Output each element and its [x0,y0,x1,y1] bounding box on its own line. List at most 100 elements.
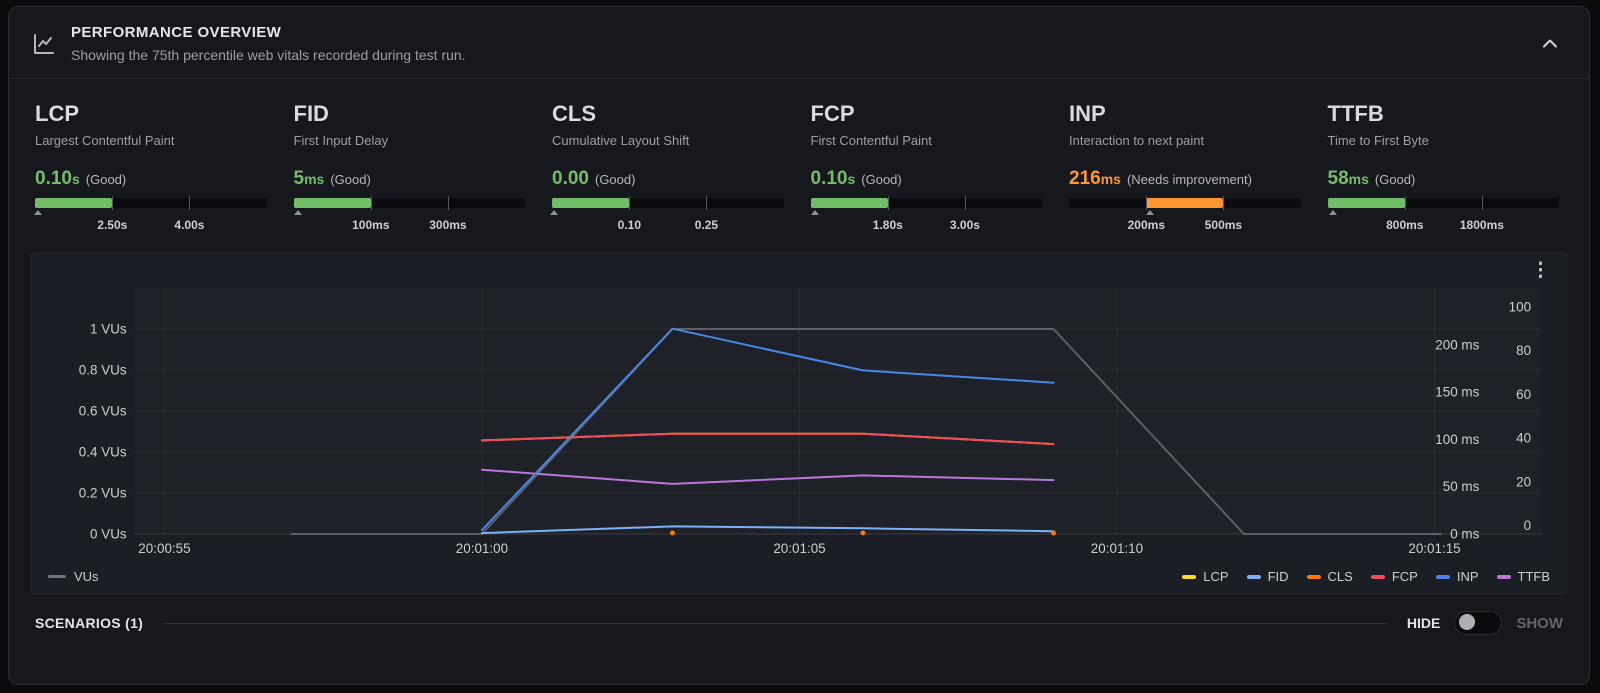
gauge-caret [811,210,820,215]
gauge-tick-1 [370,196,372,210]
vital-card: FCP First Contentful Paint 0.10 s (Good) … [810,101,1043,242]
vital-unit: ms [1348,171,1369,187]
kebab-menu-icon[interactable]: ⋮ [1531,260,1550,281]
legend-swatch [1182,574,1197,579]
gauge-tick-1 [112,196,114,210]
gauge-threshold-1: 100ms [352,218,390,232]
legend-label: FID [1267,569,1289,584]
gauge-caret [294,210,303,215]
vital-gauge: 200ms 500ms [1069,196,1301,242]
vital-card: FID First Input Delay 5 ms (Good) 100ms 3… [293,101,526,242]
gauge-track [810,196,1042,210]
gauge-tick-1 [1404,196,1406,210]
legend-item-fid[interactable]: FID [1246,569,1289,584]
vital-name: First Input Delay [293,133,389,148]
gauge-threshold-1: 800ms [1386,218,1424,232]
vital-gauge: 1.80s 3.00s [810,196,1042,242]
footer-divider [163,622,1387,624]
scenarios-label: SCENARIOS (1) [35,615,144,631]
gauge-fill [35,198,113,208]
legend-item-cls[interactable]: CLS [1306,569,1353,584]
vital-status: (Good) [861,172,902,187]
legend-item-fcp[interactable]: FCP [1370,569,1418,584]
svg-text:50 ms: 50 ms [1443,479,1480,494]
vital-gauge: 2.50s 4.00s [34,196,267,242]
panel-header: PERFORMANCE OVERVIEW Showing the 75th pe… [9,7,1589,79]
legend-item-vus[interactable]: VUs [48,569,99,584]
vitals-row: LCP Largest Contentful Paint 0.10 s (Good… [9,79,1589,248]
gauge-tick-2 [706,196,708,210]
gauge-fill [1327,198,1405,208]
gauge-caret [1146,210,1155,215]
vital-value: 5 ms (Good) [294,168,526,190]
gauge-track [552,196,784,210]
panel-title: PERFORMANCE OVERVIEW [71,24,282,41]
vital-code: LCP [35,101,79,126]
svg-text:20:01:15: 20:01:15 [1408,541,1460,556]
legend-swatch [1370,574,1385,579]
vital-number: 0.10 [810,168,848,189]
svg-text:0.8 VUs: 0.8 VUs [79,362,127,377]
gauge-threshold-1: 200ms [1127,218,1165,232]
svg-text:0: 0 [1524,518,1531,533]
vital-name: Time to First Byte [1327,133,1429,148]
legend-item-inp[interactable]: INP [1435,569,1479,584]
gauge-fill [552,198,630,208]
gauge-track [293,196,525,210]
legend-swatch [1306,574,1321,579]
chart-line-icon [29,29,59,59]
vital-number: 0.00 [552,168,589,189]
legend-swatch [1246,574,1261,579]
gauge-track [1327,196,1559,210]
svg-text:80: 80 [1516,343,1531,358]
toggle-knob [1459,614,1476,630]
gauge-fill [293,198,371,208]
vital-card: TTFB Time to First Byte 58 ms (Good) 800m… [1327,101,1559,242]
vus-swatch [48,575,66,578]
vital-gauge: 100ms 300ms [293,196,525,242]
vital-status: (Good) [1374,172,1416,187]
gauge-tick-1 [1146,196,1148,210]
gauge-threshold-2: 3.00s [949,218,980,232]
vital-number: 58 [1327,168,1349,189]
legend-label: CLS [1327,569,1353,584]
svg-text:20:01:10: 20:01:10 [1091,541,1143,556]
gauge-threshold-2: 500ms [1204,218,1243,232]
scenarios-bar: SCENARIOS (1) HIDE SHOW [9,594,1589,635]
svg-text:20:00:55: 20:00:55 [138,541,190,556]
gauge-tick-2 [1481,196,1483,210]
chart-panel: ⋮ 20:00:55 20:01:00 20:01:05 20:01:10 20:01:… [31,252,1567,594]
chart-legend: VUs LCP FID CLS FCP INP TTFB [48,569,1550,584]
gauge-threshold-1: 1.80s [872,218,903,232]
gauge-threshold-1: 2.50s [97,218,128,232]
svg-text:100 ms: 100 ms [1435,432,1479,447]
svg-text:20:01:00: 20:01:00 [456,541,508,556]
vital-value: 0.10 s (Good) [811,168,1043,190]
gauge-caret [1329,210,1338,215]
gauge-tick-2 [189,196,191,210]
svg-text:40: 40 [1516,431,1531,446]
legend-series: LCP FID CLS FCP INP TTFB [1182,569,1550,584]
legend-item-ttfb[interactable]: TTFB [1496,569,1550,584]
vital-code: FID [293,101,329,126]
vital-status: (Needs improvement) [1126,172,1252,187]
legend-item-lcp[interactable]: LCP [1182,569,1229,584]
legend-label: FCP [1391,569,1418,584]
vital-status: (Good) [594,172,636,187]
gauge-tick-1 [887,196,889,210]
legend-label-vus: VUs [74,569,99,584]
vital-value: 216 ms (Needs improvement) [1069,168,1301,190]
chart-svg[interactable]: 20:00:55 20:01:00 20:01:05 20:01:10 20:01:15… [32,255,1566,560]
vital-code: FCP [810,101,855,126]
vital-name: First Contentful Paint [810,133,932,148]
gauge-fill [810,198,888,208]
gauge-threshold-2: 4.00s [174,218,205,232]
collapse-button[interactable] [1535,33,1565,54]
hide-show-toggle[interactable] [1454,611,1503,635]
vital-number: 5 [293,168,305,189]
gauge-caret [549,210,558,215]
vital-gauge: 800ms 1800ms [1327,196,1559,242]
vital-name: Interaction to next paint [1069,133,1205,148]
svg-text:0.2 VUs: 0.2 VUs [79,485,127,500]
svg-text:60: 60 [1516,387,1531,402]
